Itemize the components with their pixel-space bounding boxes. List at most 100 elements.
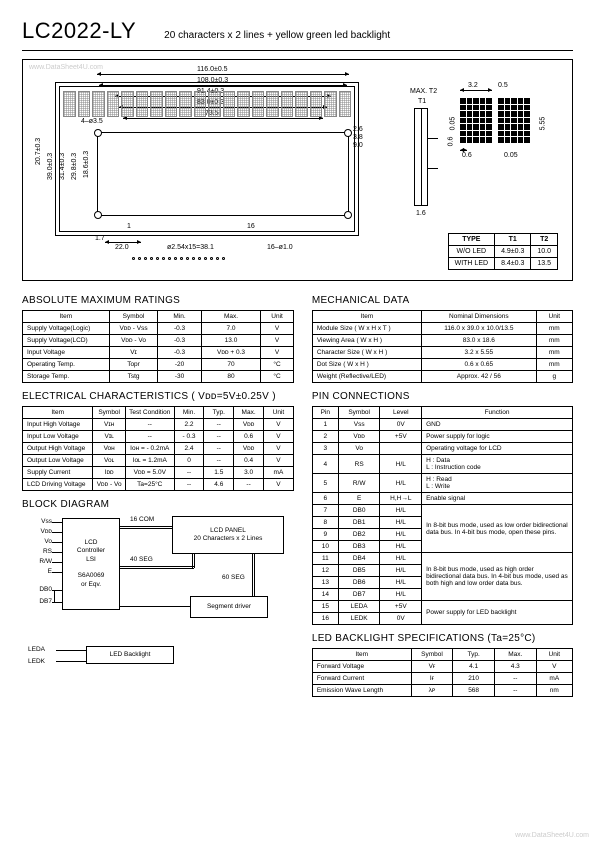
subtitle: 20 characters x 2 lines + yellow green l… xyxy=(164,30,390,41)
table-cell: LEDK xyxy=(338,613,380,625)
table-cell: Dot Size ( W x H ) xyxy=(312,359,421,371)
table-cell: In 8-bit bus mode, used as high order bi… xyxy=(422,553,573,601)
table-cell: mA xyxy=(536,673,572,685)
table-cell: -- xyxy=(204,431,234,443)
table-cell: V xyxy=(263,443,293,455)
table-header: Function xyxy=(422,407,573,419)
table-cell: 116.0 x 39.0 x 10.0/13.5 xyxy=(422,323,536,335)
dim-pitch: ø2.54x15=38.1 xyxy=(167,244,214,251)
table-cell: Vᴅᴅ - Vo xyxy=(109,335,158,347)
part-number: LC2022-LY xyxy=(22,18,136,44)
table-cell: -- xyxy=(174,479,204,491)
table-cell: 4.9±0.3 xyxy=(495,246,531,258)
table-cell: Vɪʟ xyxy=(93,431,125,443)
dim-offset3: 9.0 xyxy=(353,142,363,149)
table-row: 4RSH/LH : Data L : Instruction code xyxy=(312,455,572,474)
bd-pin-label: DB0 xyxy=(24,586,52,593)
table-cell: Viewing Area ( W x H ) xyxy=(312,335,421,347)
table-row: Output Low VoltageVoʟIoʟ = 1.2mA0--0.4V xyxy=(23,455,294,467)
table-header: Item xyxy=(312,311,421,323)
table-cell: 210 xyxy=(453,673,495,685)
table-cell: Emission Wave Length xyxy=(312,685,411,697)
elec-title: ELECTRICAL CHARACTERISTICS ( Vᴅᴅ=5V±0.25… xyxy=(22,391,294,402)
table-cell: Enable signal xyxy=(422,493,573,505)
table-cell: H/L xyxy=(380,455,422,474)
table-row: Module Size ( W x H x T )116.0 x 39.0 x … xyxy=(312,323,572,335)
table-header: Pin xyxy=(312,407,338,419)
table-cell: Vɪ xyxy=(109,347,158,359)
table-cell: 70 xyxy=(201,359,261,371)
amr-title: ABSOLUTE MAXIMUM RATINGS xyxy=(22,295,294,306)
table-cell: Approx. 42 / 56 xyxy=(422,371,536,383)
table-cell: mA xyxy=(263,467,293,479)
type-th-0: TYPE xyxy=(448,234,494,246)
table-cell: 3.0 xyxy=(234,467,264,479)
table-row: 1Vss0VGND xyxy=(312,419,572,431)
table-cell: 4.6 xyxy=(204,479,234,491)
table-cell: H/L xyxy=(380,589,422,601)
table-cell: -- xyxy=(174,467,204,479)
table-row: Forward CurrentIғ210--mA xyxy=(312,673,572,685)
mech-title: MECHANICAL DATA xyxy=(312,295,573,306)
table-row: Storage Temp.Tstg-3080°C xyxy=(23,371,294,383)
table-header: Symbol xyxy=(338,407,380,419)
table-cell: -- xyxy=(125,419,174,431)
dim-pin-left: 22.0 xyxy=(115,244,129,251)
table-cell: H/L xyxy=(380,517,422,529)
table-cell: Supply Voltage(Logic) xyxy=(23,323,110,335)
bd-panel: LCD PANEL 20 Characters x 2 Lines xyxy=(172,516,284,554)
table-cell: 1.5 xyxy=(204,467,234,479)
header-rule xyxy=(22,50,573,51)
table-cell: -- xyxy=(494,673,536,685)
table-cell: Weight (Reflective/LED) xyxy=(312,371,421,383)
table-header: Nominal Dimensions xyxy=(422,311,536,323)
type-th-2: T2 xyxy=(531,234,558,246)
table-header: Unit xyxy=(261,311,294,323)
table-cell: 7 xyxy=(312,505,338,517)
table-cell: mm xyxy=(536,347,572,359)
block-diagram: VssVᴅᴅVoRSR/WEDB0DB7 LCD Controller LSI … xyxy=(22,516,294,676)
bd-controller: LCD Controller LSI S6A0069 or Eqv. xyxy=(62,518,120,610)
table-cell: -- xyxy=(125,431,174,443)
table-cell: LCD Driving Voltage xyxy=(23,479,93,491)
dim-h3: 18.6±0.3 xyxy=(83,151,90,178)
table-cell: mm xyxy=(536,335,572,347)
table-cell: Output High Voltage xyxy=(23,443,93,455)
table-header: Symbol xyxy=(411,649,453,661)
dim-h-outer: 39.0±0.3 xyxy=(47,153,54,180)
table-cell: DB0 xyxy=(338,505,380,517)
table-cell: 10.0 xyxy=(531,246,558,258)
table-cell: H,H→L xyxy=(380,493,422,505)
table-cell: R/W xyxy=(338,474,380,493)
table-cell: 11 xyxy=(312,553,338,565)
table-cell xyxy=(380,443,422,455)
table-row: Operating Temp.Topr-2070°C xyxy=(23,359,294,371)
table-cell: V xyxy=(261,335,294,347)
dim-offset-top: 2.6 xyxy=(353,126,363,133)
table-cell: 10 xyxy=(312,541,338,553)
table-cell: 0 xyxy=(174,455,204,467)
table-cell: -0.3 xyxy=(158,347,201,359)
table-row: Input Low VoltageVɪʟ--- 0.3--0.6V xyxy=(23,431,294,443)
bd-pin-label: DB7 xyxy=(24,598,52,605)
table-header: Item xyxy=(312,649,411,661)
table-cell: 4.1 xyxy=(453,661,495,673)
table-header: Typ. xyxy=(204,407,234,419)
table-cell: Power supply for LED backlight xyxy=(422,601,573,625)
table-header: Min. xyxy=(174,407,204,419)
table-cell: GND xyxy=(422,419,573,431)
table-cell: 2.4 xyxy=(174,443,204,455)
table-header: Item xyxy=(23,311,110,323)
table-header: Item xyxy=(23,407,93,419)
table-row: Input VoltageVɪ-0.3Vᴅᴅ + 0.3V xyxy=(23,347,294,359)
table-cell: Output Low Voltage xyxy=(23,455,93,467)
table-row: Supply CurrentIᴅᴅVᴅᴅ = 5.0V--1.53.0mA xyxy=(23,467,294,479)
table-cell: Topr xyxy=(109,359,158,371)
table-cell: Vᴅᴅ - Vss xyxy=(109,323,158,335)
table-row: Dot Size ( W x H )0.6 x 0.65mm xyxy=(312,359,572,371)
mech-table: ItemNominal DimensionsUnit Module Size (… xyxy=(312,310,573,383)
table-header: Test Condition xyxy=(125,407,174,419)
table-cell: H/L xyxy=(380,577,422,589)
table-cell: DB6 xyxy=(338,577,380,589)
table-cell: 4 xyxy=(312,455,338,474)
